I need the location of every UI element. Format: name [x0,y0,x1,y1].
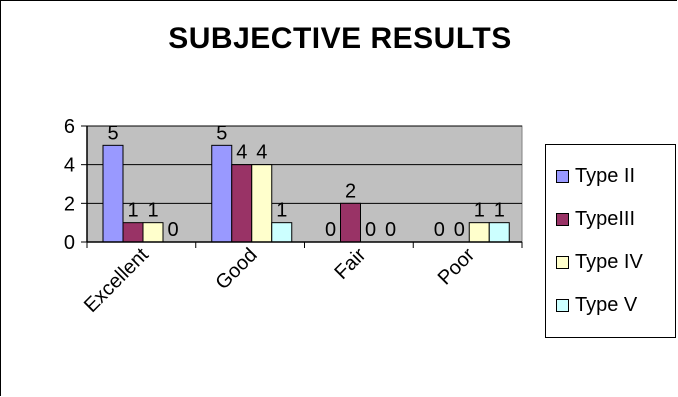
y-tick-label: 6 [64,116,75,138]
legend-label: Type II [575,164,636,187]
legend-label: TypeIII [575,207,636,230]
legend-swatch [556,255,569,269]
data-label: 1 [276,200,287,222]
bar [122,222,144,243]
legend-item: Type II [556,163,635,189]
bar [340,202,361,243]
gridlines [87,125,522,204]
legend-item: TypeIII [556,206,635,232]
data-label: 5 [216,122,227,144]
x-tick-label: Good [212,244,262,294]
data-label: 4 [256,142,267,164]
x-axis: Excellent Good Fair Poor [80,241,523,317]
data-label: 0 [167,219,178,241]
data-label: 0 [385,219,396,241]
y-axis: 0 2 4 6 [64,116,88,254]
y-tick-label: 0 [64,232,75,254]
x-tick-label: Excellent [80,244,153,317]
bar [142,222,164,243]
x-tick-label: Poor [434,244,480,290]
y-tick-label: 4 [64,155,75,177]
x-tick-label: Fair [330,244,370,284]
chart-title: SUBJECTIVE RESULTS [168,22,512,55]
bar [488,222,510,243]
y-tick-label: 2 [64,193,75,215]
legend-swatch [556,212,569,226]
data-label: 1 [147,200,158,222]
legend-swatch [556,298,569,312]
legend-label: Type V [575,293,638,316]
bar [211,144,233,243]
legend-item: Type V [556,292,637,318]
bars [102,144,510,243]
legend: Type II TypeIII Type IV Type V [545,144,676,338]
bar [468,222,490,243]
data-label: 0 [365,219,376,241]
data-label: 0 [325,219,336,241]
data-label: 0 [434,219,445,241]
data-label: 0 [454,219,465,241]
bar [251,164,273,243]
bar [271,222,293,243]
data-label: 5 [107,122,118,144]
data-label: 1 [127,200,138,222]
data-label: 2 [345,180,356,202]
data-label: 1 [474,200,485,222]
data-label: 1 [494,200,505,222]
bar [102,144,124,243]
legend-label: Type IV [575,250,643,273]
data-label: 4 [236,142,247,164]
legend-item: Type IV [556,249,643,275]
legend-swatch [556,169,569,183]
bar [231,164,253,243]
